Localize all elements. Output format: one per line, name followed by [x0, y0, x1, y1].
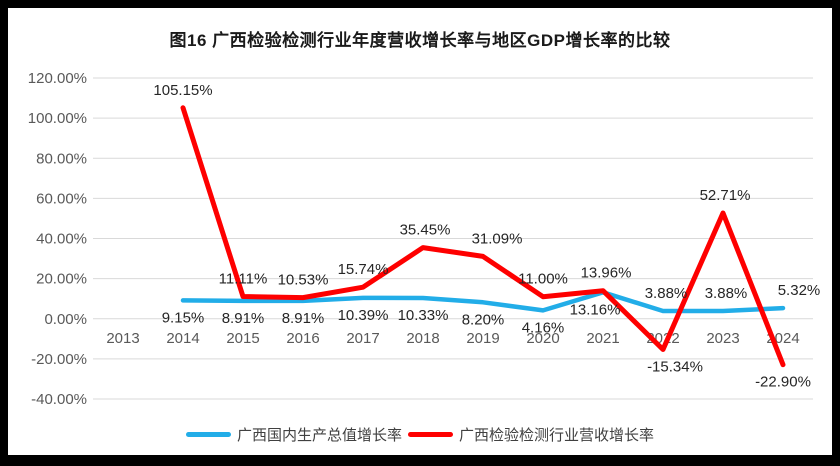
data-label-series0: 4.16% — [522, 319, 565, 336]
line-plot: 120.00% 100.00% 80.00% 60.00% 40.00% 20.00% 0.… — [28, 70, 821, 408]
x-tick-label: 2017 — [346, 330, 379, 347]
y-tick-label: 60.00% — [36, 190, 87, 207]
y-tick-label: 40.00% — [36, 231, 87, 248]
x-tick-label: 2018 — [406, 330, 439, 347]
legend-label-industry: 广西检验检测行业营收增长率 — [459, 427, 655, 444]
data-label-series0: 13.16% — [570, 301, 621, 318]
legend-swatch-gdp-line — [185, 432, 231, 437]
data-label-series1: -15.34% — [647, 359, 703, 376]
data-label-series0: 8.91% — [222, 310, 265, 327]
x-tick-label: 2024 — [766, 330, 799, 347]
data-label-series0: 8.91% — [282, 310, 325, 327]
data-label-series1: 13.96% — [581, 265, 632, 282]
data-label-series0: 3.88% — [705, 285, 748, 302]
data-label-series0: 10.33% — [398, 307, 449, 324]
y-tick-label: 80.00% — [36, 150, 87, 167]
data-label-series1: 105.15% — [153, 82, 212, 99]
data-label-series1: 35.45% — [400, 222, 451, 239]
series-line-1 — [180, 105, 786, 368]
data-label-series1: 52.71% — [700, 187, 751, 204]
y-tick-label: -20.00% — [31, 351, 87, 368]
x-tick-label: 2023 — [706, 330, 739, 347]
series-line-0 — [180, 290, 786, 314]
x-tick-label: 2014 — [166, 330, 199, 347]
x-tick-label: 2019 — [466, 330, 499, 347]
data-label-series1: 11.00% — [518, 271, 568, 288]
x-tick-label: 2022 — [646, 330, 679, 347]
y-tick-label: 100.00% — [28, 110, 87, 127]
x-tick-label: 2015 — [226, 330, 259, 347]
chart-title: 图16 广西检验检测行业年度营收增长率与地区GDP增长率的比较 — [169, 31, 671, 50]
legend-label-gdp: 广西国内生产总值增长率 — [236, 427, 402, 444]
data-label-series1: -22.90% — [755, 374, 811, 391]
chart-canvas: 图16 广西检验检测行业年度营收增长率与地区GDP增长率的比较 120.00% 1… — [8, 8, 832, 455]
legend-swatch-industry-line — [408, 432, 453, 437]
data-label-series0: 3.88% — [645, 285, 688, 302]
data-label-series1: 11.11% — [219, 271, 268, 288]
x-tick-label: 2020 — [526, 330, 559, 347]
data-label-series0: 5.32% — [778, 282, 821, 299]
y-tick-label: 20.00% — [36, 271, 87, 288]
data-label-series1: 10.53% — [278, 272, 329, 289]
y-tick-label: 0.00% — [44, 311, 87, 328]
data-label-series0: 9.15% — [162, 309, 205, 326]
x-tick-label: 2013 — [106, 330, 139, 347]
x-tick-label: 2016 — [286, 330, 319, 347]
y-tick-label: 120.00% — [28, 70, 87, 87]
data-label-series0: 8.20% — [462, 311, 505, 328]
y-tick-label: -40.00% — [31, 391, 87, 408]
legend: 广西国内生产总值增长率 广西检验检测行业营收增长率 — [8, 424, 832, 445]
data-label-series1: 31.09% — [472, 230, 523, 247]
x-tick-label: 2021 — [586, 330, 619, 347]
data-label-series1: 15.74% — [338, 261, 389, 278]
data-label-series0: 10.39% — [338, 307, 389, 324]
